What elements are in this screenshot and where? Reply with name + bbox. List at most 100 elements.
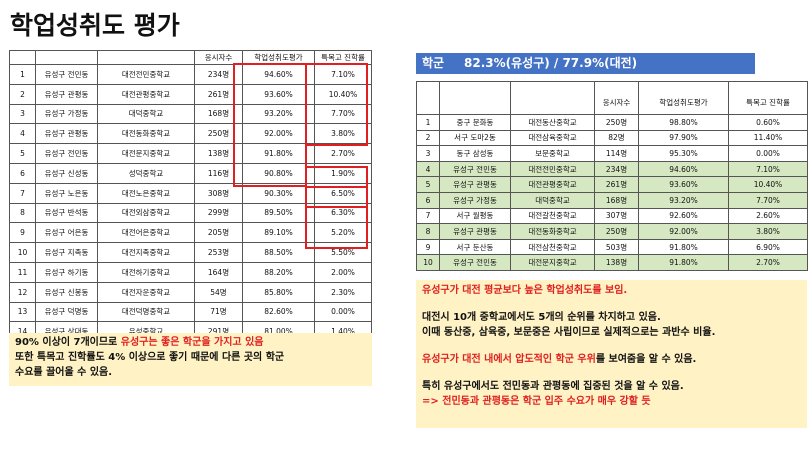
table-cell: 서구 도마2동 <box>439 129 511 147</box>
table-cell: 89.50% <box>242 202 315 224</box>
table-cell: 11.40% <box>728 129 808 147</box>
note-left-line3: 수요를 끌어올 수 있음. <box>15 367 113 378</box>
note-right-p2-line2: 이때 동산중, 삼육중, 보문중은 사립이므로 실제적으로는 과반수 비율. <box>422 327 716 338</box>
table-cell: 유성구 전민동 <box>35 143 98 164</box>
table-cell: 92.00% <box>242 123 315 145</box>
table-row: 12 유성구 신봉동 대전자운중학교 54명 85.80% 2.30% <box>9 281 372 303</box>
table-cell: 7.70% <box>314 103 372 125</box>
table-cell: 138명 <box>594 254 639 271</box>
table-cell: 2 <box>416 129 440 147</box>
header-cell: 응시자수 <box>594 81 639 115</box>
note-right-p4-line1: 특히 유성구에서도 전민동과 관평동에 집중된 것을 알 수 있음. <box>422 381 684 392</box>
table-cell: 7 <box>416 207 440 225</box>
table-row: 5 유성구 관평동 대전관평중학교 261명 93.60% 10.40% <box>416 176 808 193</box>
table-cell: 503명 <box>594 238 639 256</box>
note-right-p1: 유성구가 대전 평균보다 높은 학업성취도를 보임. <box>422 285 628 296</box>
school-district-banner: 학군 82.3%(유성구) / 77.9%(대전) <box>416 53 755 74</box>
table-header-row: 응시자수 학업성취도평가 특목고 진학률 <box>416 81 808 115</box>
table-cell: 82명 <box>594 129 639 147</box>
table-row: 3 동구 삼성동 보문중학교 114명 95.30% 0.00% <box>416 145 808 162</box>
banner-stats: 82.3%(유성구) / 77.9%(대전) <box>464 56 638 70</box>
table-row: 6 유성구 신성동 성덕중학교 116명 90.80% 1.90% <box>9 162 372 184</box>
table-cell: 92.00% <box>638 223 729 240</box>
note-right-p4-line2: => 전민동과 관평동은 학군 입주 수요가 매우 강할 듯 <box>422 396 651 407</box>
table-cell: 대덕중학교 <box>97 103 195 125</box>
table-row: 4 유성구 전민동 대전전민중학교 234명 94.60% 7.10% <box>416 160 808 178</box>
header-cell <box>97 50 195 65</box>
table-cell: 대전지족중학교 <box>97 242 195 263</box>
table-cell: 8 <box>9 202 36 224</box>
table-cell: 2.70% <box>314 143 372 164</box>
header-cell: 학업성취도평가 <box>638 81 729 115</box>
header-cell: 특목고 진학률 <box>728 81 808 115</box>
table-cell: 5 <box>416 176 440 193</box>
table-cell: 116명 <box>194 162 243 184</box>
table-cell: 4 <box>416 160 440 178</box>
table-cell: 92.60% <box>638 207 729 225</box>
table-cell: 250명 <box>594 114 639 131</box>
table-row: 1 유성구 전민동 대전전민중학교 234명 94.60% 7.10% <box>9 64 372 85</box>
table-cell: 대전갈천중학교 <box>510 207 595 225</box>
table-row: 5 유성구 전민동 대전문지중학교 138명 91.80% 2.70% <box>9 143 372 164</box>
table-cell: 서구 월평동 <box>439 207 511 225</box>
table-row: 2 서구 도마2동 대전삼육중학교 82명 97.90% 11.40% <box>416 129 808 147</box>
table-row: 3 유성구 가정동 대덕중학교 168명 93.20% 7.70% <box>9 103 372 125</box>
table-cell: 6.90% <box>728 238 808 256</box>
table-cell: 234명 <box>194 64 243 85</box>
table-cell: 85.80% <box>242 281 315 303</box>
header-cell <box>439 81 511 115</box>
table-row: 9 서구 둔산동 대전삼천중학교 503명 91.80% 6.90% <box>416 238 808 256</box>
table-cell: 2.60% <box>728 207 808 225</box>
table-cell: 유성구 관평동 <box>35 123 98 145</box>
table-cell: 299명 <box>194 202 243 224</box>
table-cell: 2.30% <box>314 281 372 303</box>
right-summary-note: 유성구가 대전 평균보다 높은 학업성취도를 보임. 대전시 10개 중학교에서… <box>416 280 807 428</box>
right-ranking-table: 응시자수 학업성취도평가 특목고 진학률 1 중구 문화동 대전동산중학교 250명 98.8… <box>416 81 808 271</box>
table-row: 11 유성구 하기동 대전하기중학교 164명 88.20% 2.00% <box>9 261 372 283</box>
table-cell: 대전덕명중학교 <box>97 301 195 323</box>
table-cell: 261명 <box>194 83 243 105</box>
table-row: 4 유성구 관평동 대전동화중학교 250명 92.00% 3.80% <box>9 123 372 145</box>
table-cell: 4 <box>9 123 36 145</box>
table-cell: 유성구 가정동 <box>35 103 98 125</box>
table-cell: 1 <box>416 114 440 131</box>
left-summary-note: 90% 이상이 7개이므로 유성구는 좋은 학군을 가지고 있음 또한 특목고 … <box>9 333 372 386</box>
page-title: 학업성취도 평가 <box>10 11 180 40</box>
table-cell: 유성구 덕명동 <box>35 301 98 323</box>
table-cell: 91.80% <box>638 254 729 271</box>
note-right-p3-a: 유성구가 대전 내에서 압도적인 학군 우위 <box>422 354 596 365</box>
table-cell: 대전전민중학교 <box>97 64 195 85</box>
table-cell: 2.00% <box>314 261 372 283</box>
table-row: 10 유성구 전민동 대전문지중학교 138명 91.80% 2.70% <box>416 254 808 271</box>
table-row: 8 유성구 반석동 대전외삼중학교 299명 89.50% 6.30% <box>9 202 372 224</box>
table-cell: 114명 <box>594 145 639 162</box>
table-cell: 대전삼천중학교 <box>510 238 595 256</box>
table-cell: 대전자운중학교 <box>97 281 195 303</box>
table-cell: 261명 <box>594 176 639 193</box>
table-cell: 88.50% <box>242 242 315 263</box>
note-right-p3-b: 를 보여줌을 알 수 있음. <box>595 354 697 365</box>
table-cell: 90.30% <box>242 182 315 204</box>
table-cell: 54명 <box>194 281 243 303</box>
table-cell: 유성구 하기동 <box>35 261 98 283</box>
table-cell: 9 <box>9 222 36 244</box>
table-cell: 보문중학교 <box>510 145 595 162</box>
table-row: 8 유성구 관평동 대전동화중학교 250명 92.00% 3.80% <box>416 223 808 240</box>
table-cell: 168명 <box>594 191 639 209</box>
table-cell: 71명 <box>194 301 243 323</box>
table-cell: 12 <box>9 281 36 303</box>
table-cell: 2 <box>9 83 36 105</box>
table-row: 7 서구 월평동 대전갈천중학교 307명 92.60% 2.60% <box>416 207 808 225</box>
table-cell: 성덕중학교 <box>97 162 195 184</box>
table-cell: 0.60% <box>728 114 808 131</box>
table-cell: 대전동화중학교 <box>510 223 595 240</box>
table-cell: 유성구 노은동 <box>35 182 98 204</box>
table-cell: 유성구 전민동 <box>35 64 98 85</box>
header-cell: 특목고 진학률 <box>314 50 372 65</box>
table-cell: 대전외삼중학교 <box>97 202 195 224</box>
table-cell: 93.60% <box>638 176 729 193</box>
header-cell: 응시자수 <box>194 50 243 65</box>
table-cell: 대전노은중학교 <box>97 182 195 204</box>
table-cell: 대전관평중학교 <box>510 176 595 193</box>
table-cell: 3 <box>9 103 36 125</box>
